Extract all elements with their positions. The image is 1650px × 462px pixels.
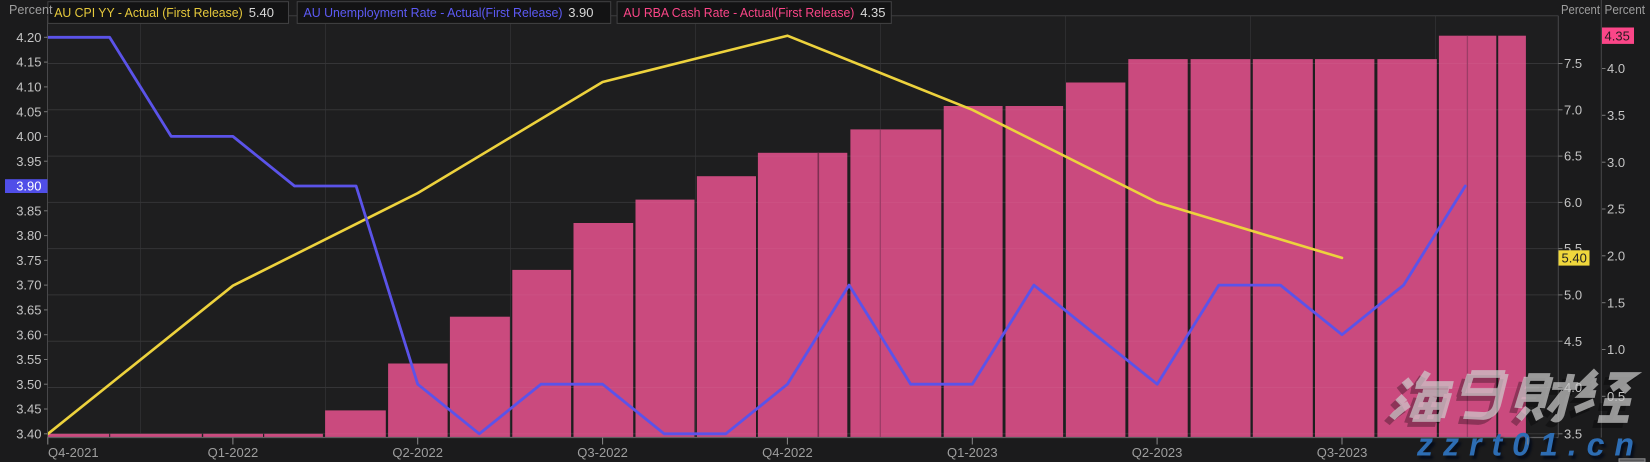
svg-text:6.5: 6.5: [1564, 149, 1582, 164]
svg-text:4.35: 4.35: [860, 5, 885, 20]
svg-text:6.0: 6.0: [1564, 195, 1582, 210]
svg-text:AU Unemployment Rate - Actual(: AU Unemployment Rate - Actual(First Rele…: [304, 5, 563, 20]
svg-text:2.0: 2.0: [1607, 248, 1625, 263]
svg-text:3.5: 3.5: [1607, 108, 1625, 123]
svg-text:4.05: 4.05: [16, 104, 41, 119]
svg-text:4.00: 4.00: [16, 129, 41, 144]
svg-text:1.5: 1.5: [1607, 295, 1625, 310]
svg-text:4.35: 4.35: [1605, 28, 1630, 43]
svg-text:3.90: 3.90: [568, 5, 593, 20]
svg-text:zzrt01.cn: zzrt01.cn: [1416, 427, 1644, 462]
svg-text:Q3-2023: Q3-2023: [1317, 445, 1368, 460]
svg-text:3.40: 3.40: [16, 426, 41, 441]
svg-text:3.60: 3.60: [16, 327, 41, 342]
svg-text:1.0: 1.0: [1607, 342, 1625, 357]
svg-text:3.85: 3.85: [16, 203, 41, 218]
svg-text:5.40: 5.40: [249, 5, 274, 20]
svg-text:4.0: 4.0: [1564, 380, 1582, 395]
svg-text:4.0: 4.0: [1607, 61, 1625, 76]
svg-text:AU CPI YY - Actual (First Rele: AU CPI YY - Actual (First Release): [54, 5, 243, 20]
svg-text:3.50: 3.50: [16, 377, 41, 392]
svg-text:Q3-2022: Q3-2022: [577, 445, 628, 460]
svg-text:Q2-2023: Q2-2023: [1132, 445, 1183, 460]
svg-text:Percent: Percent: [1605, 3, 1646, 17]
svg-text:2.5: 2.5: [1607, 202, 1625, 217]
svg-text:3.80: 3.80: [16, 228, 41, 243]
svg-text:4.5: 4.5: [1564, 334, 1582, 349]
svg-text:4.10: 4.10: [16, 80, 41, 95]
svg-text:3.55: 3.55: [16, 352, 41, 367]
svg-text:3.90: 3.90: [16, 179, 41, 194]
svg-text:0.5: 0.5: [1607, 389, 1625, 404]
svg-text:3.0: 3.0: [1607, 155, 1625, 170]
svg-text:4.15: 4.15: [16, 55, 41, 70]
svg-text:3.5: 3.5: [1564, 426, 1582, 441]
svg-text:Percent: Percent: [9, 3, 53, 17]
svg-text:7.0: 7.0: [1564, 102, 1582, 117]
svg-text:5.40: 5.40: [1562, 251, 1587, 266]
svg-text:Percent: Percent: [1561, 3, 1600, 17]
svg-text:3.95: 3.95: [16, 154, 41, 169]
svg-text:5.0: 5.0: [1564, 288, 1582, 303]
svg-text:3.75: 3.75: [16, 253, 41, 268]
svg-text:3.65: 3.65: [16, 303, 41, 318]
svg-text:3.70: 3.70: [16, 278, 41, 293]
svg-text:Q4-2022: Q4-2022: [762, 445, 813, 460]
svg-text:7.5: 7.5: [1564, 56, 1582, 71]
svg-text:Q1-2023: Q1-2023: [947, 445, 998, 460]
svg-text:Q1-2022: Q1-2022: [208, 445, 259, 460]
svg-text:Q2-2022: Q2-2022: [392, 445, 443, 460]
svg-text:3.45: 3.45: [16, 402, 41, 417]
svg-text:4.20: 4.20: [16, 30, 41, 45]
svg-text:AU RBA Cash Rate - Actual(Firs: AU RBA Cash Rate - Actual(First Release): [623, 5, 854, 20]
svg-text:Q4-2021: Q4-2021: [48, 445, 99, 460]
